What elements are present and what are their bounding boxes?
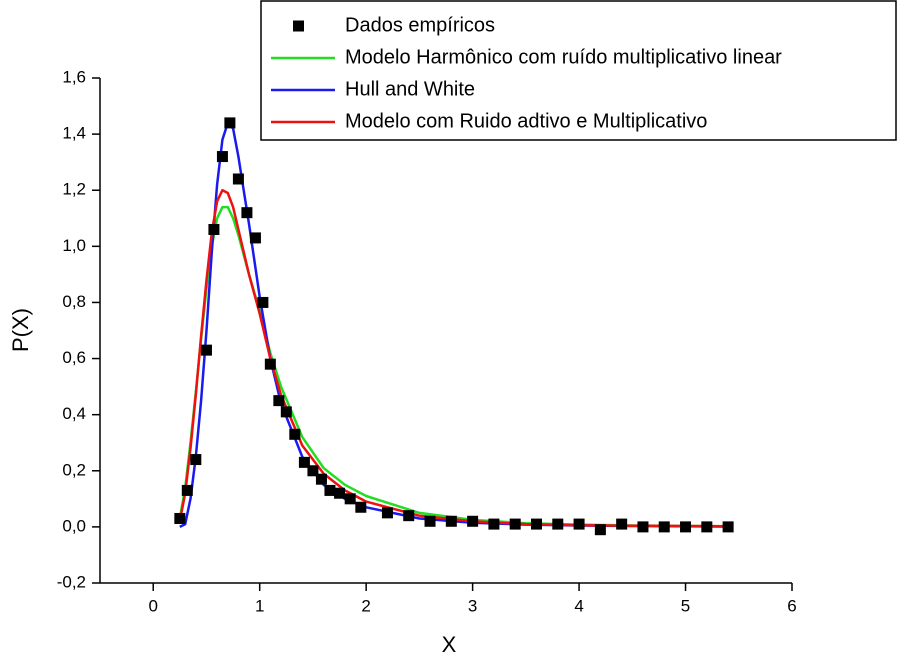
y-tick-label: 1,2 xyxy=(62,180,86,199)
y-tick-label: 1,4 xyxy=(62,124,86,143)
data-point xyxy=(257,296,269,308)
data-point xyxy=(344,493,356,505)
data-point xyxy=(616,518,628,530)
data-point xyxy=(208,224,220,235)
data-point xyxy=(573,518,585,530)
data-point xyxy=(488,518,500,530)
data-point xyxy=(315,473,327,485)
series-line xyxy=(178,205,729,528)
data-point xyxy=(334,487,346,499)
y-tick-label: -0,2 xyxy=(57,572,86,591)
legend-marker xyxy=(293,20,304,32)
data-point xyxy=(249,232,261,244)
data-point xyxy=(722,521,734,533)
data-point xyxy=(381,507,393,519)
data-point xyxy=(273,395,285,407)
y-tick-label: 1,6 xyxy=(62,67,86,86)
y-tick-label: 0,6 xyxy=(62,348,86,367)
x-tick-label: 6 xyxy=(787,596,796,615)
data-point xyxy=(355,501,367,513)
legend-label: Modelo Harmônico com ruído multiplicativ… xyxy=(345,46,782,68)
x-tick-label: 0 xyxy=(148,596,157,615)
x-tick-label: 2 xyxy=(361,596,370,615)
data-point xyxy=(181,484,193,496)
x-tick-label: 4 xyxy=(574,596,583,615)
data-point xyxy=(552,518,564,530)
y-tick-label: 0,0 xyxy=(62,516,86,535)
data-point xyxy=(680,521,692,533)
data-point xyxy=(298,456,310,468)
data-point xyxy=(445,515,457,527)
x-tick-label: 5 xyxy=(681,596,690,615)
data-point xyxy=(200,344,212,356)
data-point xyxy=(324,484,336,496)
data-point xyxy=(701,521,713,533)
legend-label: Dados empíricos xyxy=(345,14,495,36)
y-tick-label: 0,2 xyxy=(62,460,86,479)
data-point xyxy=(594,524,606,536)
y-tick-label: 0,8 xyxy=(62,292,86,311)
data-point xyxy=(264,358,276,370)
x-axis-label: X xyxy=(442,632,457,657)
y-tick-label: 1,0 xyxy=(62,236,86,255)
legend-box xyxy=(260,0,897,141)
data-point xyxy=(216,151,228,163)
x-tick-label: 3 xyxy=(468,596,477,615)
data-point xyxy=(307,465,319,477)
data-point xyxy=(280,406,292,418)
data-point xyxy=(637,521,649,533)
legend-label: Modelo com Ruido adtivo e Multiplicativo xyxy=(345,110,707,132)
series-line xyxy=(178,188,729,528)
y-axis-label: P(X) xyxy=(8,308,33,352)
data-point xyxy=(658,521,670,533)
x-tick-label: 1 xyxy=(255,596,264,615)
data-point xyxy=(509,518,521,530)
data-point xyxy=(289,428,301,440)
data-point xyxy=(232,173,244,185)
legend-label: Hull and White xyxy=(345,78,475,100)
y-tick-label: 0,4 xyxy=(62,404,86,423)
data-point xyxy=(424,515,436,527)
data-point xyxy=(530,518,542,530)
data-point xyxy=(241,207,253,219)
data-point xyxy=(403,510,415,522)
data-point xyxy=(467,515,479,527)
data-point xyxy=(224,117,236,129)
data-point xyxy=(190,454,202,466)
data-point xyxy=(174,512,186,524)
